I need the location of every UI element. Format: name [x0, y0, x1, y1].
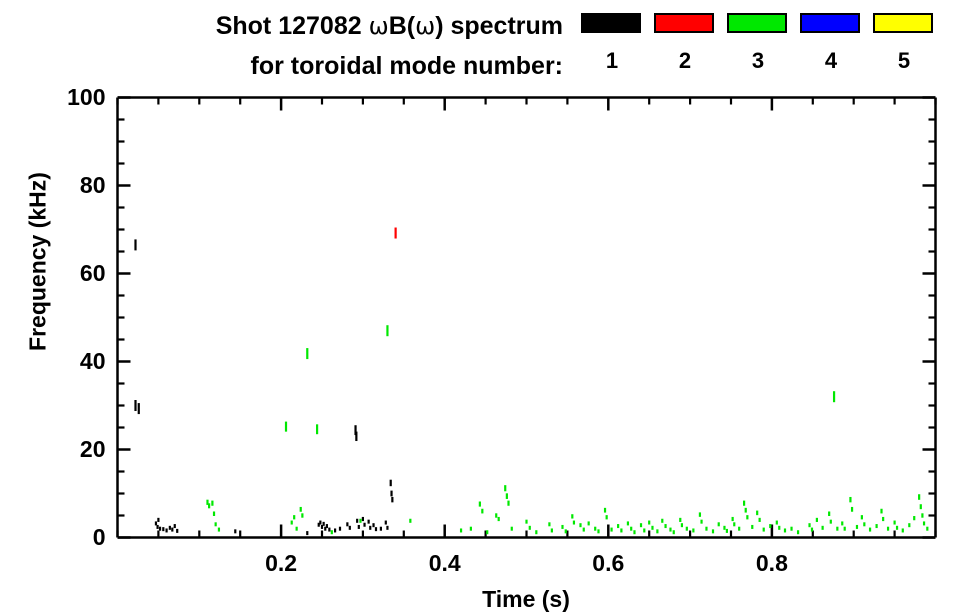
chart-title-line-1: Shot 127082 ωB(ω) spectrum	[0, 6, 575, 46]
axis-layer	[116, 96, 937, 539]
legend-entry-5: 5	[873, 13, 935, 73]
series-1	[134, 239, 394, 536]
data-layer	[134, 227, 929, 536]
legend-label-2: 2	[678, 48, 692, 73]
legend-swatch-4	[800, 13, 860, 33]
x-tick-label: 0.2	[265, 549, 298, 576]
legend-entry-3: 3	[727, 13, 789, 73]
chart-title-line-2: for toroidal mode number:	[250, 52, 564, 80]
y-axis-label: Frequency (kHz)	[24, 172, 51, 351]
omega-symbol-1: ω	[368, 12, 389, 40]
title-mid: B(	[388, 12, 416, 40]
y-tick-label: 40	[79, 347, 106, 374]
x-tick-label: 0.4	[428, 549, 461, 576]
y-tick-label: 60	[79, 259, 106, 286]
y-tick-label: 80	[79, 171, 106, 198]
chart-title-block: Shot 127082 ωB(ω) spectrum for toroidal …	[0, 6, 575, 86]
series-3	[206, 325, 929, 535]
legend-label-1: 1	[605, 48, 619, 73]
title-prefix: Shot 127082	[215, 12, 369, 40]
title-suffix: ) spectrum	[435, 12, 563, 40]
legend: 1 2 3 4 5	[581, 13, 951, 88]
legend-entry-1: 1	[581, 13, 643, 73]
legend-swatch-5	[873, 13, 933, 33]
legend-entry-2: 2	[654, 13, 716, 73]
y-tick-label: 0	[92, 523, 106, 550]
legend-swatch-1	[581, 13, 641, 33]
legend-swatch-3	[727, 13, 787, 33]
legend-label-4: 4	[824, 48, 838, 73]
legend-swatch-2	[654, 13, 714, 33]
x-tick-label: 0.6	[592, 549, 625, 576]
omega-symbol-2: ω	[415, 12, 436, 40]
y-tick-label: 100	[67, 83, 106, 110]
y-tick-label: 20	[79, 435, 106, 462]
x-axis-label: Time (s)	[482, 586, 570, 612]
legend-label-3: 3	[751, 48, 765, 73]
legend-entry-4: 4	[800, 13, 862, 73]
x-tick-label: 0.8	[755, 549, 788, 576]
legend-label-5: 5	[897, 48, 911, 73]
